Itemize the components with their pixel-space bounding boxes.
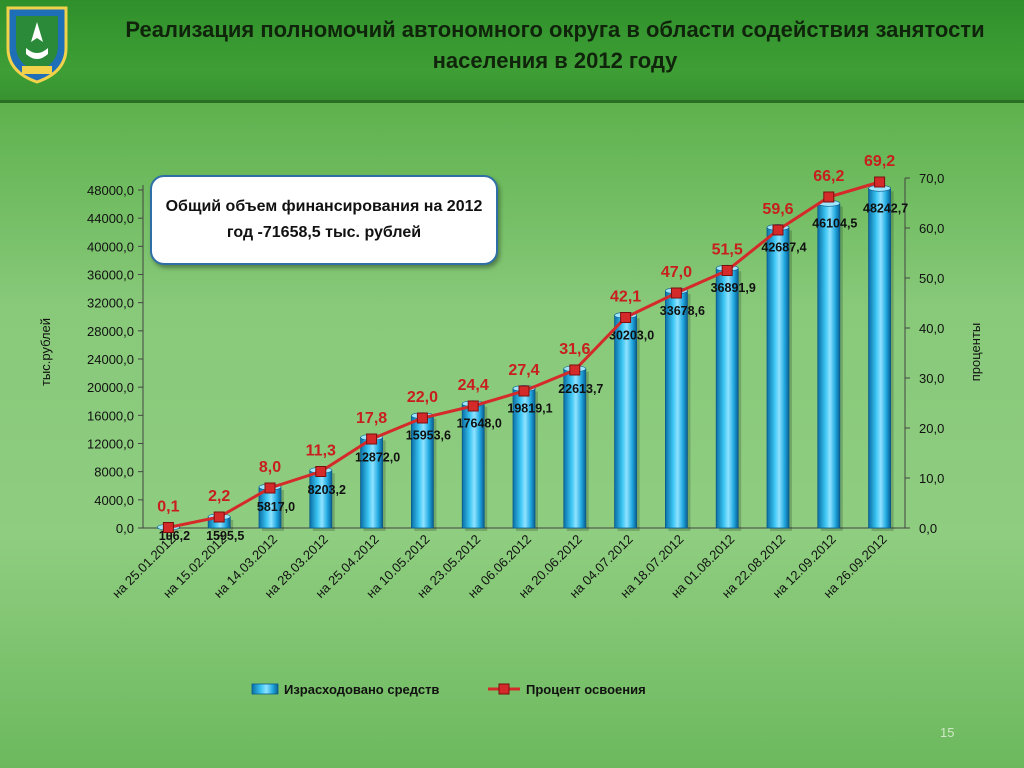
percent-marker (213, 511, 225, 523)
title-line-2: населения в 2012 году (432, 48, 678, 73)
percent-marker (772, 224, 784, 236)
funding-note: Общий объем финансирования на 2012 год -… (150, 175, 498, 265)
percent-value-label: 66,2 (813, 168, 844, 185)
bar-value-label: 22613,7 (558, 382, 603, 396)
line-series (162, 176, 886, 533)
bar-value-label: 5817,0 (257, 500, 295, 514)
percent-marker (518, 385, 530, 397)
percent-value-label: 8,0 (259, 459, 281, 476)
chart-axes: 0,0 4000,0 8000,0 12000,0 16000,0 20000,0 2400… (38, 171, 983, 536)
legend-line-marker (498, 683, 510, 695)
bar-value-label: 12872,0 (355, 450, 400, 464)
y-tick-label: 44000,0 (87, 211, 134, 226)
percent-marker (670, 287, 682, 299)
percent-value-label: 69,2 (864, 153, 895, 170)
bar-value-label: 33678,6 (660, 304, 705, 318)
y-tick-label: 20000,0 (87, 380, 134, 395)
y-tick-label: 32000,0 (87, 296, 134, 311)
percent-marker (721, 265, 733, 276)
emblem-icon (6, 6, 68, 84)
y2-tick-label: 20,0 (919, 421, 944, 436)
percent-value-label: 27,4 (508, 362, 539, 379)
bar-value-label: 8203,2 (308, 483, 346, 497)
percent-value-label: 17,8 (356, 410, 387, 427)
bar-value-label: 36891,9 (711, 281, 756, 295)
percent-marker (416, 412, 428, 424)
y-tick-label: 8000,0 (94, 465, 134, 480)
percent-marker (620, 312, 632, 323)
y-tick-label: 4000,0 (94, 493, 134, 508)
legend-bar-swatch (251, 683, 279, 695)
bar-value-label: 15953,6 (406, 429, 451, 443)
y-tick-label: 28000,0 (87, 324, 134, 339)
y-tick-label: 12000,0 (87, 437, 134, 452)
y2-tick-label: 10,0 (919, 471, 944, 486)
y-tick-label: 24000,0 (87, 352, 134, 367)
header-band: Реализация полномочий автономного округа… (0, 0, 1024, 103)
percent-value-label: 31,6 (559, 341, 590, 358)
bar-value-label: 46104,5 (812, 216, 857, 230)
y2-tick-label: 30,0 (919, 371, 944, 386)
percent-value-label: 24,4 (458, 377, 489, 394)
legend-bar-label: Израсходовано средств (284, 682, 439, 697)
percent-marker (823, 191, 835, 203)
bar-value-label: 19819,1 (507, 401, 552, 415)
percent-marker (162, 522, 174, 533)
y-tick-label: 0,0 (116, 521, 134, 536)
percent-marker (264, 482, 276, 494)
y2-axis-title: проценты (968, 323, 983, 382)
y2-tick-label: 50,0 (919, 271, 944, 286)
bar (817, 202, 841, 529)
line-data-labels: 0,1 2,2 8,0 11,3 17,8 22,0 24,4 27,4 31,6 42,1 47,… (157, 153, 895, 516)
page-title: Реализация полномочий автономного округа… (90, 14, 1020, 76)
y2-tick-label: 40,0 (919, 321, 944, 336)
y2-tick-label: 60,0 (919, 221, 944, 236)
bar (614, 314, 637, 529)
bar-value-label: 30203,0 (609, 328, 654, 342)
percent-value-label: 2,2 (208, 488, 230, 505)
title-line-1: Реализация полномочий автономного округа… (125, 17, 985, 42)
chart-legend: Израсходовано средств Процент освоения (251, 682, 646, 697)
page-number: 15 (940, 725, 955, 740)
bar (715, 267, 739, 529)
bar (766, 227, 790, 529)
percent-marker (467, 400, 479, 412)
y2-tick-label: 70,0 (919, 171, 944, 186)
percent-marker (315, 466, 327, 477)
bar-value-label: 42687,4 (761, 240, 806, 254)
percent-value-label: 0,1 (157, 499, 179, 516)
legend-line-label: Процент освоения (526, 682, 646, 697)
percent-marker (569, 364, 581, 376)
percent-value-label: 11,3 (306, 443, 336, 460)
funding-note-text: Общий объем финансирования на 2012 год -… (165, 198, 483, 241)
percent-marker (874, 176, 886, 188)
y2-tick-label: 0,0 (919, 521, 937, 536)
y-axis-title: тыс.рублей (38, 318, 53, 386)
percent-value-label: 22,0 (407, 389, 438, 406)
percent-value-label: 47,0 (661, 264, 692, 281)
percent-value-label: 42,1 (610, 289, 641, 306)
y-tick-label: 40000,0 (87, 239, 134, 254)
bar (309, 469, 333, 529)
bar (665, 290, 688, 529)
percent-value-label: 51,5 (712, 242, 743, 259)
y-tick-label: 48000,0 (87, 183, 134, 198)
percent-marker (366, 433, 378, 445)
bar-data-labels: 106,2 1595,55817,08203,212872,015953,6176… (159, 201, 908, 543)
y-tick-label: 16000,0 (87, 408, 134, 423)
bar-value-label: 17648,0 (457, 417, 502, 431)
y-tick-label: 36000,0 (87, 268, 134, 283)
bar-value-label: 1595,5 (206, 529, 244, 543)
percent-value-label: 59,6 (762, 201, 793, 218)
bar-value-label: 48242,7 (863, 201, 908, 215)
bar (868, 187, 891, 529)
